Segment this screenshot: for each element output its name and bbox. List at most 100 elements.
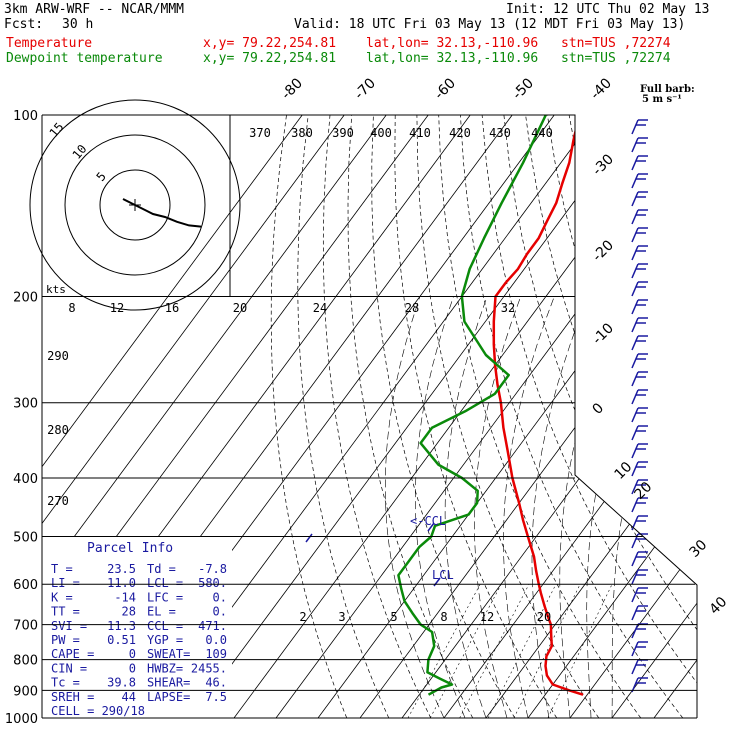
upper-theta-label: 32 — [501, 301, 515, 315]
parcel-value: 44 — [122, 690, 136, 704]
plot-frame — [42, 114, 698, 718]
parcel-value: 2455. — [191, 661, 227, 675]
isobar-label: 400 — [13, 472, 38, 487]
ccl-label: <-CCL — [410, 514, 446, 528]
dry-adiabat-line — [547, 115, 697, 718]
dry-adiabat-line — [503, 115, 697, 718]
isobar-label: 900 — [13, 684, 38, 699]
parcel-value: 0 — [129, 661, 136, 675]
moist-adiabat-line — [444, 296, 488, 718]
parcel-label: LCL = — [147, 576, 183, 590]
mixing-ratio-line — [487, 584, 557, 718]
wind-barb-staff — [631, 389, 639, 405]
isotherm-label: -70 — [352, 75, 379, 102]
upper-theta-label: 24 — [313, 301, 327, 315]
dewpoint-legend-latlon: lat,lon= 32.13,-110.96 — [366, 51, 539, 66]
wind-barb-staff — [631, 209, 639, 225]
dewpoint-legend-xy: x,y= 79.22,254.81 — [203, 51, 337, 66]
parcel-title: Parcel Info — [87, 541, 173, 556]
wind-barb-staff — [631, 281, 639, 297]
mixing-ratio-label: 8 — [440, 610, 447, 624]
isotherm-label: -80 — [279, 75, 306, 102]
wind-barb-staff — [631, 425, 639, 441]
isotherm-label: 30 — [687, 537, 711, 561]
wind-barb-staff — [631, 191, 639, 207]
sounding-curves — [397, 115, 584, 696]
dry-adiabat-line — [633, 115, 697, 718]
wind-barb-staff — [631, 335, 639, 351]
forecast-label: Fcst: — [4, 17, 44, 32]
parcel-label: CIN = — [51, 661, 87, 675]
hodograph-ring — [99, 169, 171, 241]
parcel-value: 28 — [122, 605, 136, 619]
theta-label: 400 — [370, 126, 392, 140]
parcel-cell: CELL = 290/18 — [51, 704, 145, 718]
lcl-label: LCL — [432, 568, 454, 582]
parcel-label: CAPE = — [51, 647, 94, 661]
isobar-label: 800 — [13, 654, 38, 669]
parcel-value: 7.5 — [205, 690, 227, 704]
theta-label: 440 — [531, 126, 553, 140]
wind-barb-staff — [631, 659, 639, 675]
theta-label: 420 — [449, 126, 471, 140]
dry-adiabat-label: 280 — [47, 423, 69, 437]
upper-theta-label: 16 — [165, 301, 179, 315]
isobar-label: 100 — [13, 109, 38, 124]
barb-legend-line1: Full barb: — [640, 84, 695, 95]
isotherm-label: -10 — [590, 320, 617, 347]
parcel-label: SVI = — [51, 619, 87, 633]
theta-label: 390 — [332, 126, 354, 140]
parcel-value: 11.0 — [107, 576, 136, 590]
wind-barb-staff — [631, 569, 639, 585]
model-title: 3km ARW-WRF -- NCAR/MMM — [4, 2, 185, 17]
wind-barb-small — [305, 533, 313, 543]
dry-adiabat-line — [347, 115, 474, 718]
mixing-ratio-line — [429, 584, 502, 718]
hodograph-kts-label: kts — [46, 283, 66, 296]
parcel-label: Tc = — [51, 676, 80, 690]
mixing-ratio-label: 5 — [390, 610, 397, 624]
isobar-label: 300 — [13, 397, 38, 412]
temperature-legend-xy: x,y= 79.22,254.81 — [203, 36, 337, 51]
parcel-value: -14 — [114, 590, 136, 604]
parcel-value: 0.51 — [107, 633, 136, 647]
temperature-curve — [492, 115, 584, 696]
isotherm-line — [569, 115, 697, 718]
temperature-legend-latlon: lat,lon= 32.13,-110.96 — [366, 36, 539, 51]
isotherm-line — [191, 115, 639, 718]
wind-barb-staff — [631, 173, 639, 189]
dry-adiabat-label: 290 — [47, 349, 69, 363]
upper-theta-label: 20 — [233, 301, 247, 315]
isotherm-label: 40 — [707, 594, 731, 618]
theta-label: 370 — [249, 126, 271, 140]
parcel-label: HWBZ= — [147, 661, 183, 675]
parcel-value: 471. — [198, 619, 227, 633]
parcel-value: 39.8 — [107, 676, 136, 690]
isobar-label: 700 — [13, 619, 38, 634]
moist-adiabat-line — [531, 296, 589, 718]
wind-barb-staff — [631, 515, 639, 531]
parcel-panel-bg — [42, 537, 232, 725]
isotherm-line — [42, 115, 387, 718]
isobar-label: 1000 — [5, 712, 38, 727]
hodograph-ring — [64, 134, 206, 276]
wind-barb-staff — [631, 623, 639, 639]
wind-barb-staff — [631, 443, 639, 459]
dry-adiabat-line — [322, 115, 432, 718]
isotherm-line — [527, 115, 697, 718]
parcel-label: SHEAR= — [147, 676, 190, 690]
isotherm-label: -60 — [432, 75, 459, 102]
wind-barb-staff — [631, 119, 639, 135]
isobar-label: 500 — [13, 530, 38, 545]
parcel-label: YGP = — [147, 633, 183, 647]
moist-adiabat-line — [415, 296, 466, 718]
temperature-legend-stn: stn=TUS ,72274 — [561, 36, 671, 51]
dry-adiabat-line — [438, 115, 642, 718]
upper-theta-label: 8 — [68, 301, 75, 315]
parcel-value: 0. — [213, 590, 227, 604]
dewpoint-curve — [397, 115, 547, 696]
forecast-hour: 30 h — [62, 17, 94, 32]
wind-barb-staff — [631, 299, 639, 315]
parcel-value: 580. — [198, 576, 227, 590]
